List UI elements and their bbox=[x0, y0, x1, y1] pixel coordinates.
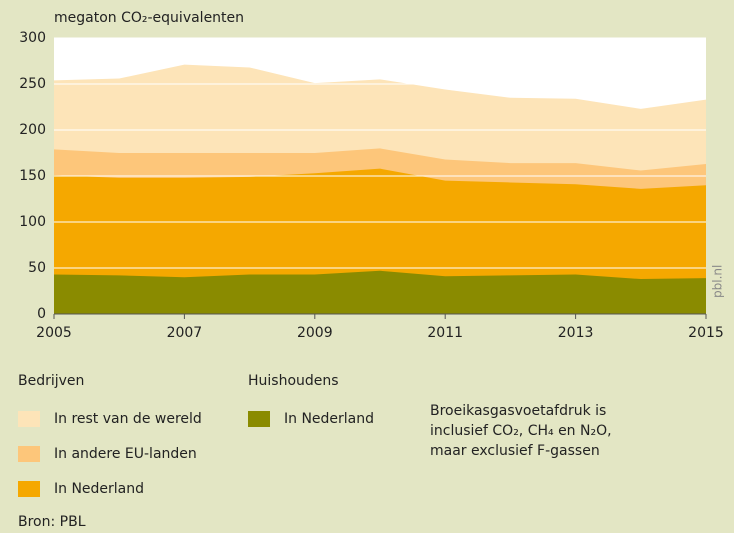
legend-label: In Nederland bbox=[284, 411, 374, 427]
legend-swatch bbox=[248, 411, 270, 427]
x-tick-label: 2009 bbox=[297, 325, 333, 341]
x-tick-label: 2013 bbox=[558, 325, 594, 341]
y-tick-label: 250 bbox=[19, 76, 46, 92]
y-tick-label: 0 bbox=[37, 306, 46, 322]
x-tick-label: 2015 bbox=[688, 325, 724, 341]
note: Broeikasgasvoetafdruk is bbox=[430, 403, 606, 419]
x-tick-label: 2007 bbox=[167, 325, 203, 341]
legend-swatch bbox=[18, 411, 40, 427]
note: maar exclusief F-gassen bbox=[430, 443, 600, 459]
legend-swatch bbox=[18, 481, 40, 497]
legend-label: In Nederland bbox=[54, 481, 144, 497]
x-tick-label: 2011 bbox=[427, 325, 463, 341]
chart-title: megaton CO₂-equivalenten bbox=[54, 10, 244, 26]
y-tick-label: 200 bbox=[19, 122, 46, 138]
legend-swatch bbox=[18, 446, 40, 462]
y-tick-label: 300 bbox=[19, 30, 46, 46]
watermark: pbl.nl bbox=[711, 265, 725, 298]
area bbox=[54, 270, 706, 314]
legend-label: In andere EU-landen bbox=[54, 446, 197, 462]
note: inclusief CO₂, CH₄ en N₂O, bbox=[430, 423, 612, 439]
legend-group-title: Bedrijven bbox=[18, 373, 84, 389]
y-tick-label: 50 bbox=[28, 260, 46, 276]
legend-label: In rest van de wereld bbox=[54, 411, 202, 427]
x-tick-label: 2005 bbox=[36, 325, 72, 341]
source: Bron: PBL bbox=[18, 514, 86, 530]
legend-group-title: Huishoudens bbox=[248, 373, 339, 389]
y-tick-label: 150 bbox=[19, 168, 46, 184]
y-tick-label: 100 bbox=[19, 214, 46, 230]
